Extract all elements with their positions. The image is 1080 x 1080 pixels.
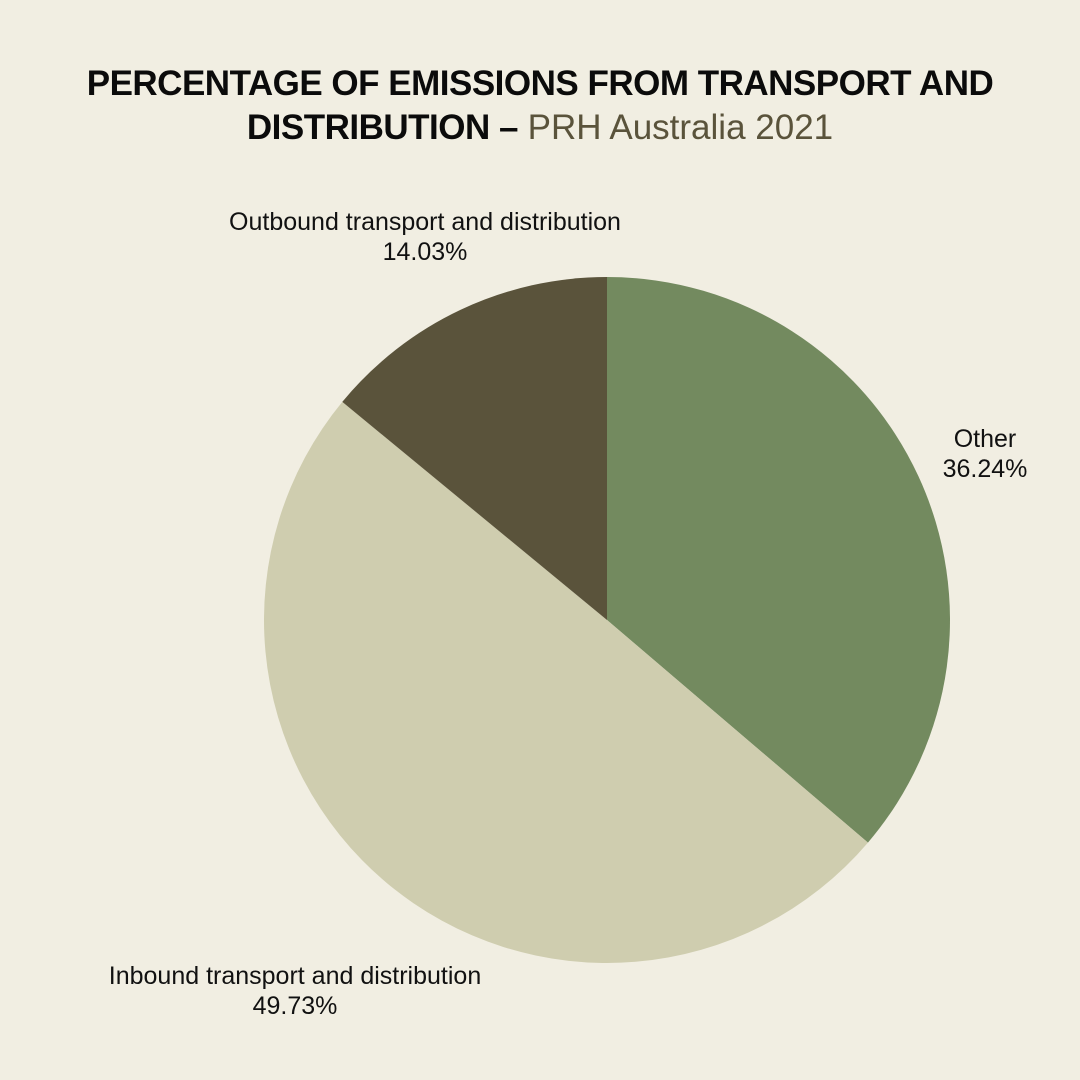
title-line-2: DISTRIBUTION –	[246, 108, 519, 147]
label-inbound: Inbound transport and distribution 49.73…	[109, 961, 481, 1021]
label-outbound-name: Outbound transport and distribution	[229, 208, 621, 236]
pie-slice-outbound-transport-and-distribution	[342, 277, 607, 620]
label-outbound: Outbound transport and distribution 14.0…	[229, 207, 621, 267]
label-other-name: Other	[953, 425, 1017, 453]
title-line-1: PERCENTAGE OF EMISSIONS FROM TRANSPORT A…	[86, 64, 994, 103]
label-other-value: 36.24%	[942, 455, 1028, 483]
label-other: Other 36.24%	[943, 424, 1028, 484]
label-inbound-value: 49.73%	[252, 992, 338, 1020]
pie-slice-other	[607, 277, 951, 843]
pie-slice-inbound-transport-and-distribution	[263, 401, 868, 964]
label-inbound-name: Inbound transport and distribution	[108, 962, 482, 990]
label-outbound-value: 14.03%	[382, 238, 468, 266]
chart-subtitle: PRH Australia 2021	[527, 108, 834, 147]
chart-title: PERCENTAGE OF EMISSIONS FROM TRANSPORT A…	[0, 62, 1080, 150]
